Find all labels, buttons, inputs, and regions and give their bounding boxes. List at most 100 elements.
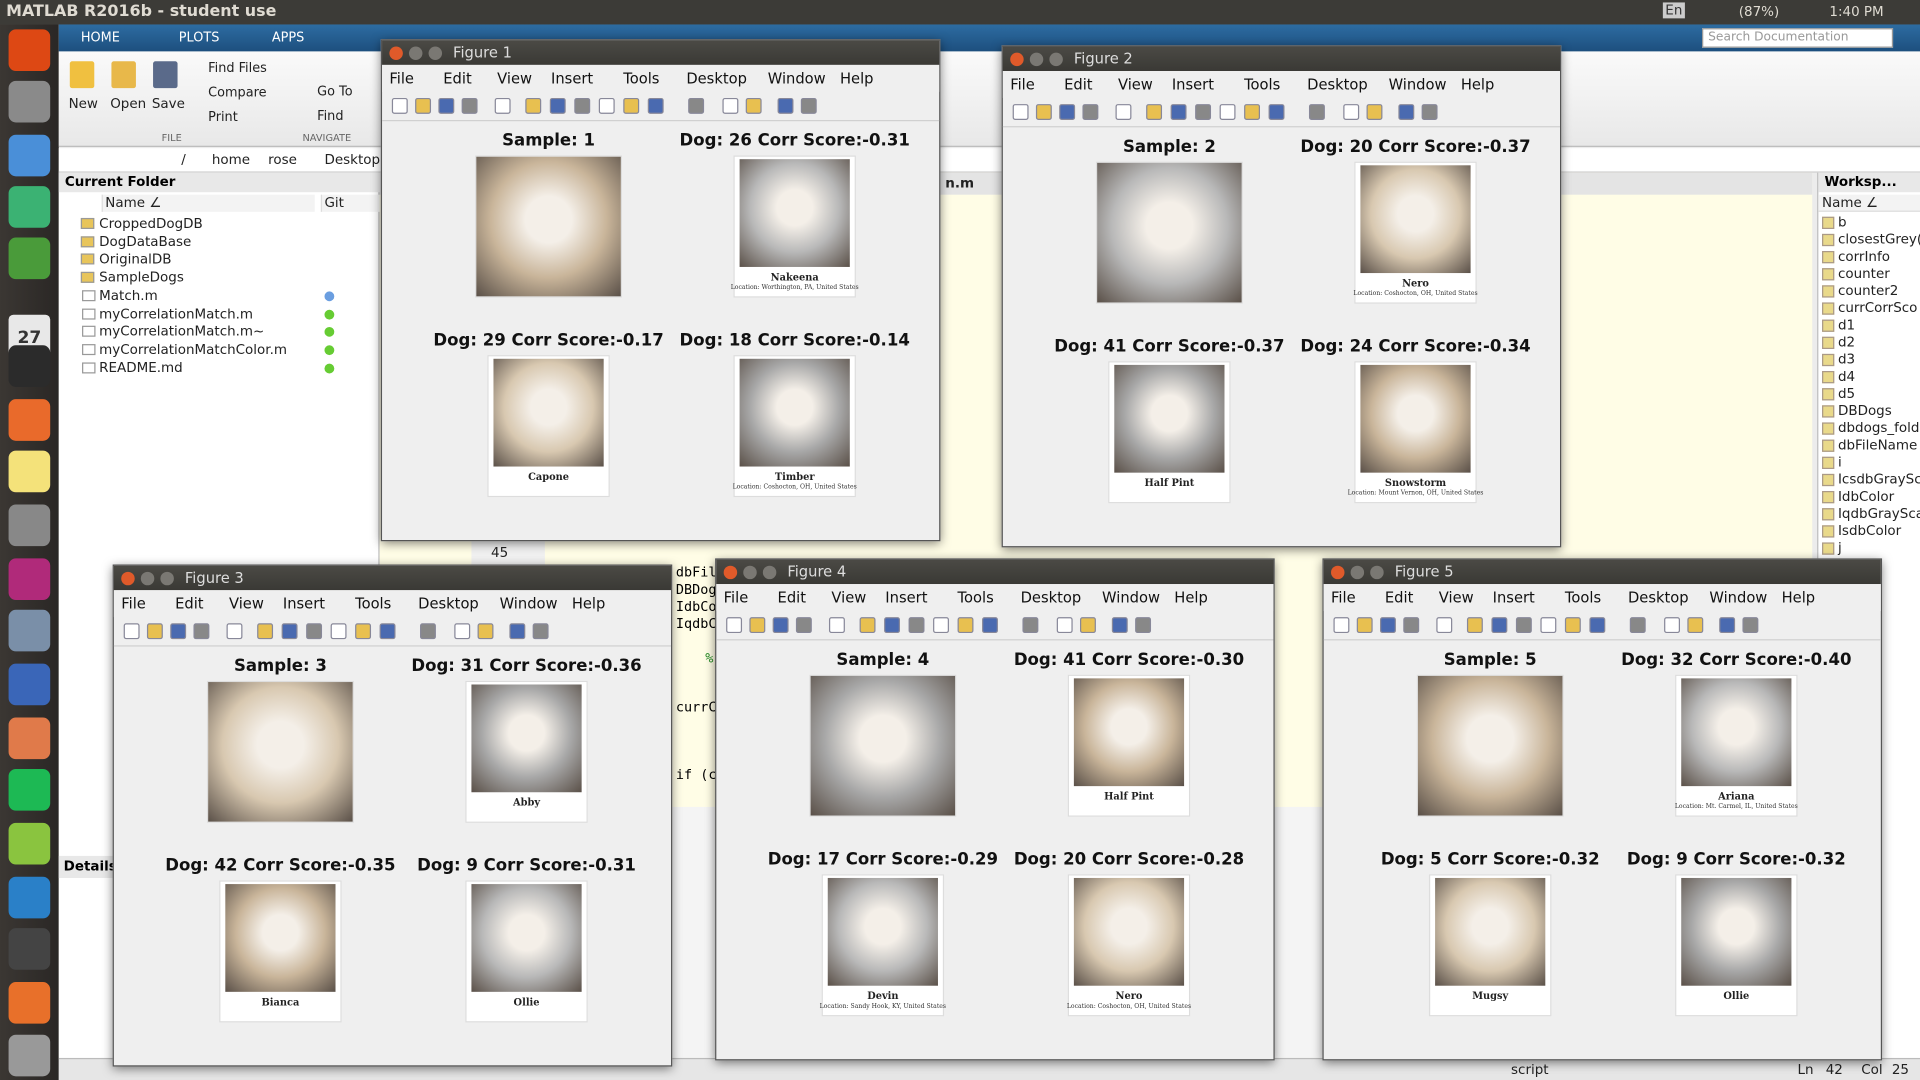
variable[interactable]: d1: [1837, 317, 1856, 334]
tool-icon[interactable]: [1540, 617, 1557, 634]
menu-item[interactable]: Tools: [355, 595, 392, 613]
tool-icon[interactable]: [884, 617, 900, 634]
launcher-icon[interactable]: [8, 134, 51, 177]
tool-icon[interactable]: [193, 623, 210, 640]
tool-icon[interactable]: [795, 617, 812, 634]
launcher-icon[interactable]: [8, 768, 51, 811]
toolstrip-item[interactable]: Compare: [208, 85, 267, 101]
launcher-icon[interactable]: [8, 186, 51, 228]
menu-item[interactable]: Help: [1460, 75, 1495, 94]
menu-item[interactable]: Window: [1709, 588, 1768, 607]
launcher-icon[interactable]: [8, 609, 51, 652]
tool-icon[interactable]: [598, 97, 615, 114]
variable[interactable]: closestGrey(: [1837, 231, 1920, 248]
variable[interactable]: counter2: [1837, 282, 1899, 299]
tool-icon[interactable]: [1059, 104, 1076, 120]
variable[interactable]: counter: [1837, 265, 1890, 282]
menu-item[interactable]: File: [1010, 75, 1035, 94]
menu-item[interactable]: Edit: [777, 588, 807, 607]
tool-icon[interactable]: [800, 97, 817, 114]
tool-icon[interactable]: [1146, 104, 1163, 120]
file-item[interactable]: myCorrelationMatch.m: [99, 305, 254, 322]
tool-icon[interactable]: [933, 617, 949, 634]
tool-icon[interactable]: [1080, 617, 1096, 634]
menu-item[interactable]: View: [497, 69, 533, 87]
file-item[interactable]: DogDataBase: [99, 233, 192, 250]
menu-item[interactable]: View: [1438, 588, 1474, 607]
tool-icon[interactable]: [1219, 104, 1236, 120]
variable[interactable]: d2: [1837, 334, 1856, 351]
path-segment[interactable]: home: [211, 151, 251, 168]
tool-icon[interactable]: [525, 97, 542, 114]
window-button[interactable]: [743, 565, 757, 580]
tool-icon[interactable]: [1082, 104, 1099, 120]
button-icon[interactable]: [111, 61, 136, 89]
tool-icon[interactable]: [749, 617, 766, 634]
tool-icon[interactable]: [415, 97, 432, 114]
variable[interactable]: IsdbColor: [1837, 522, 1902, 539]
file-item[interactable]: Match.m: [99, 287, 158, 304]
menu-item[interactable]: Window: [1102, 588, 1160, 607]
tool-icon[interactable]: [532, 623, 549, 640]
window-button[interactable]: [428, 46, 443, 60]
launcher-icon[interactable]: [8, 504, 51, 547]
window-button[interactable]: [1049, 52, 1063, 67]
toolstrip-item[interactable]: Print: [208, 110, 238, 125]
toolstrip-button[interactable]: Open: [110, 95, 147, 112]
toolstrip-item[interactable]: Go To: [317, 84, 353, 100]
menu-item[interactable]: Edit: [175, 595, 204, 613]
ribbon-tab[interactable]: APPS: [271, 30, 305, 46]
battery[interactable]: (87%): [1738, 3, 1780, 20]
window-button[interactable]: [1350, 565, 1365, 580]
language[interactable]: En: [1662, 2, 1685, 19]
tool-icon[interactable]: [1308, 104, 1325, 120]
variable[interactable]: corrInfo: [1837, 248, 1890, 265]
window-button[interactable]: [1010, 52, 1024, 67]
launcher-icon[interactable]: [8, 717, 51, 760]
menu-item[interactable]: Help: [1174, 588, 1208, 607]
tool-icon[interactable]: [1111, 617, 1128, 634]
menu-item[interactable]: File: [121, 595, 146, 613]
tool-icon[interactable]: [1115, 104, 1132, 120]
variable[interactable]: IqdbGraySca: [1837, 505, 1920, 522]
tool-icon[interactable]: [726, 617, 743, 634]
search-box[interactable]: Search Documentation: [1702, 28, 1894, 48]
menu-item[interactable]: Desktop: [1307, 75, 1368, 94]
menu-item[interactable]: Tools: [1564, 588, 1602, 607]
tool-icon[interactable]: [454, 623, 471, 640]
tool-icon[interactable]: [391, 97, 408, 114]
tool-icon[interactable]: [1356, 617, 1373, 634]
variable[interactable]: dbdogs_fold: [1837, 420, 1920, 436]
toolstrip-button[interactable]: New: [68, 95, 98, 112]
tool-icon[interactable]: [1515, 617, 1532, 634]
tool-icon[interactable]: [828, 617, 845, 634]
menu-item[interactable]: Help: [571, 595, 606, 613]
tool-icon[interactable]: [146, 623, 163, 640]
menu-item[interactable]: Desktop: [1627, 588, 1689, 607]
tool-icon[interactable]: [306, 623, 323, 640]
tool-icon[interactable]: [1244, 104, 1260, 120]
tool-icon[interactable]: [1629, 617, 1646, 634]
tool-icon[interactable]: [355, 623, 372, 640]
tool-icon[interactable]: [1268, 104, 1285, 120]
toolstrip-button[interactable]: Save: [151, 95, 185, 112]
tool-icon[interactable]: [1491, 617, 1508, 634]
tool-icon[interactable]: [859, 617, 876, 634]
tool-icon[interactable]: [1380, 617, 1396, 634]
launcher-icon[interactable]: [8, 29, 51, 72]
launcher-icon[interactable]: [8, 80, 51, 123]
tool-icon[interactable]: [1035, 104, 1052, 120]
launcher-icon[interactable]: [8, 1034, 51, 1077]
ribbon-tab[interactable]: HOME: [80, 30, 120, 46]
tool-icon[interactable]: [688, 97, 705, 114]
window-button[interactable]: [723, 565, 738, 580]
launcher-icon[interactable]: [8, 876, 51, 919]
tool-icon[interactable]: [1687, 617, 1704, 634]
ribbon-tab[interactable]: PLOTS: [178, 30, 220, 46]
menu-item[interactable]: Edit: [1384, 588, 1414, 607]
tool-icon[interactable]: [982, 617, 998, 634]
variable[interactable]: d3: [1837, 351, 1856, 368]
toolstrip-item[interactable]: Find Files: [208, 61, 267, 76]
file-item[interactable]: OriginalDB: [99, 251, 172, 268]
tool-icon[interactable]: [574, 97, 591, 114]
